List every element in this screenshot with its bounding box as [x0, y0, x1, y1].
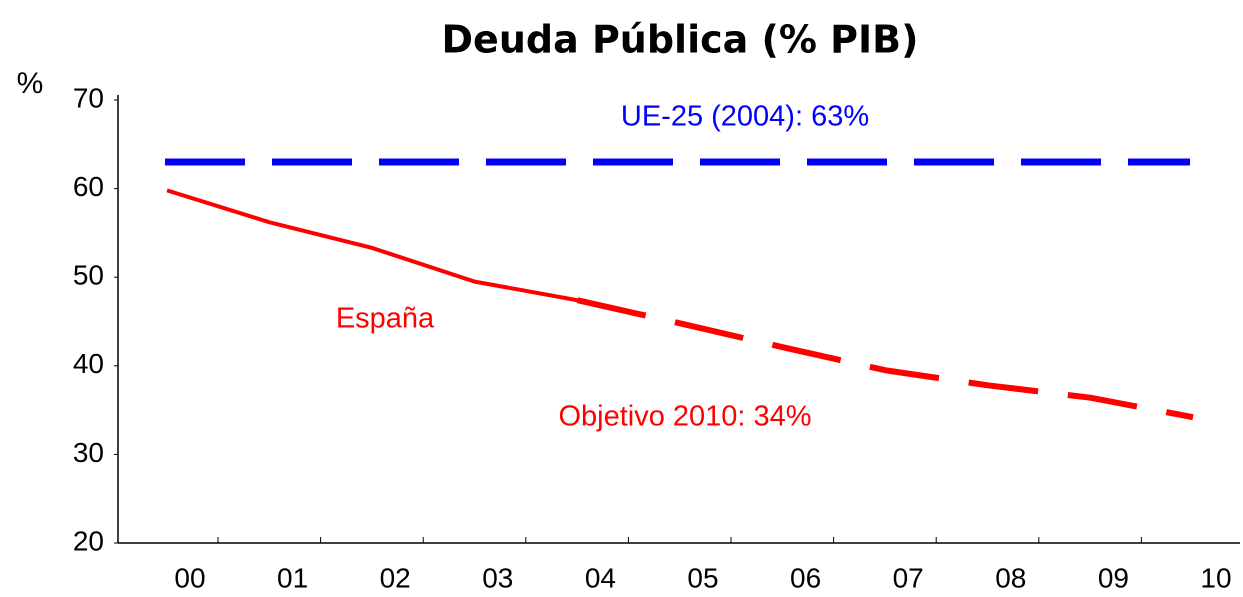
- x-tick-label: 07: [893, 562, 924, 593]
- annotation: Objetivo 2010: 34%: [558, 401, 811, 433]
- x-tick-label: 04: [585, 562, 616, 593]
- series-line: [576, 297, 1194, 421]
- y-tick-label: 50: [73, 260, 104, 291]
- y-tick-label: 30: [73, 437, 104, 468]
- y-axis-label: %: [17, 67, 44, 100]
- x-tick-label: 10: [1200, 562, 1231, 593]
- series-line: [166, 188, 578, 303]
- x-tick-label: 06: [790, 562, 821, 593]
- x-tick-label: 02: [380, 562, 411, 593]
- y-tick-label: 20: [73, 525, 104, 556]
- reference-label: UE-25 (2004): 63%: [621, 101, 869, 133]
- x-tick-label: 05: [687, 562, 718, 593]
- x-tick-label: 09: [1098, 562, 1129, 593]
- series-label: España: [336, 303, 435, 335]
- x-tick-label: 00: [174, 562, 205, 593]
- chart-title: Deuda Pública (% PIB): [442, 18, 919, 62]
- x-tick-label: 03: [482, 562, 513, 593]
- x-tick-label: 01: [277, 562, 308, 593]
- x-tick-label: 08: [995, 562, 1026, 593]
- y-tick-label: 60: [73, 171, 104, 202]
- y-tick-label: 40: [73, 348, 104, 379]
- y-tick-label: 70: [73, 82, 104, 113]
